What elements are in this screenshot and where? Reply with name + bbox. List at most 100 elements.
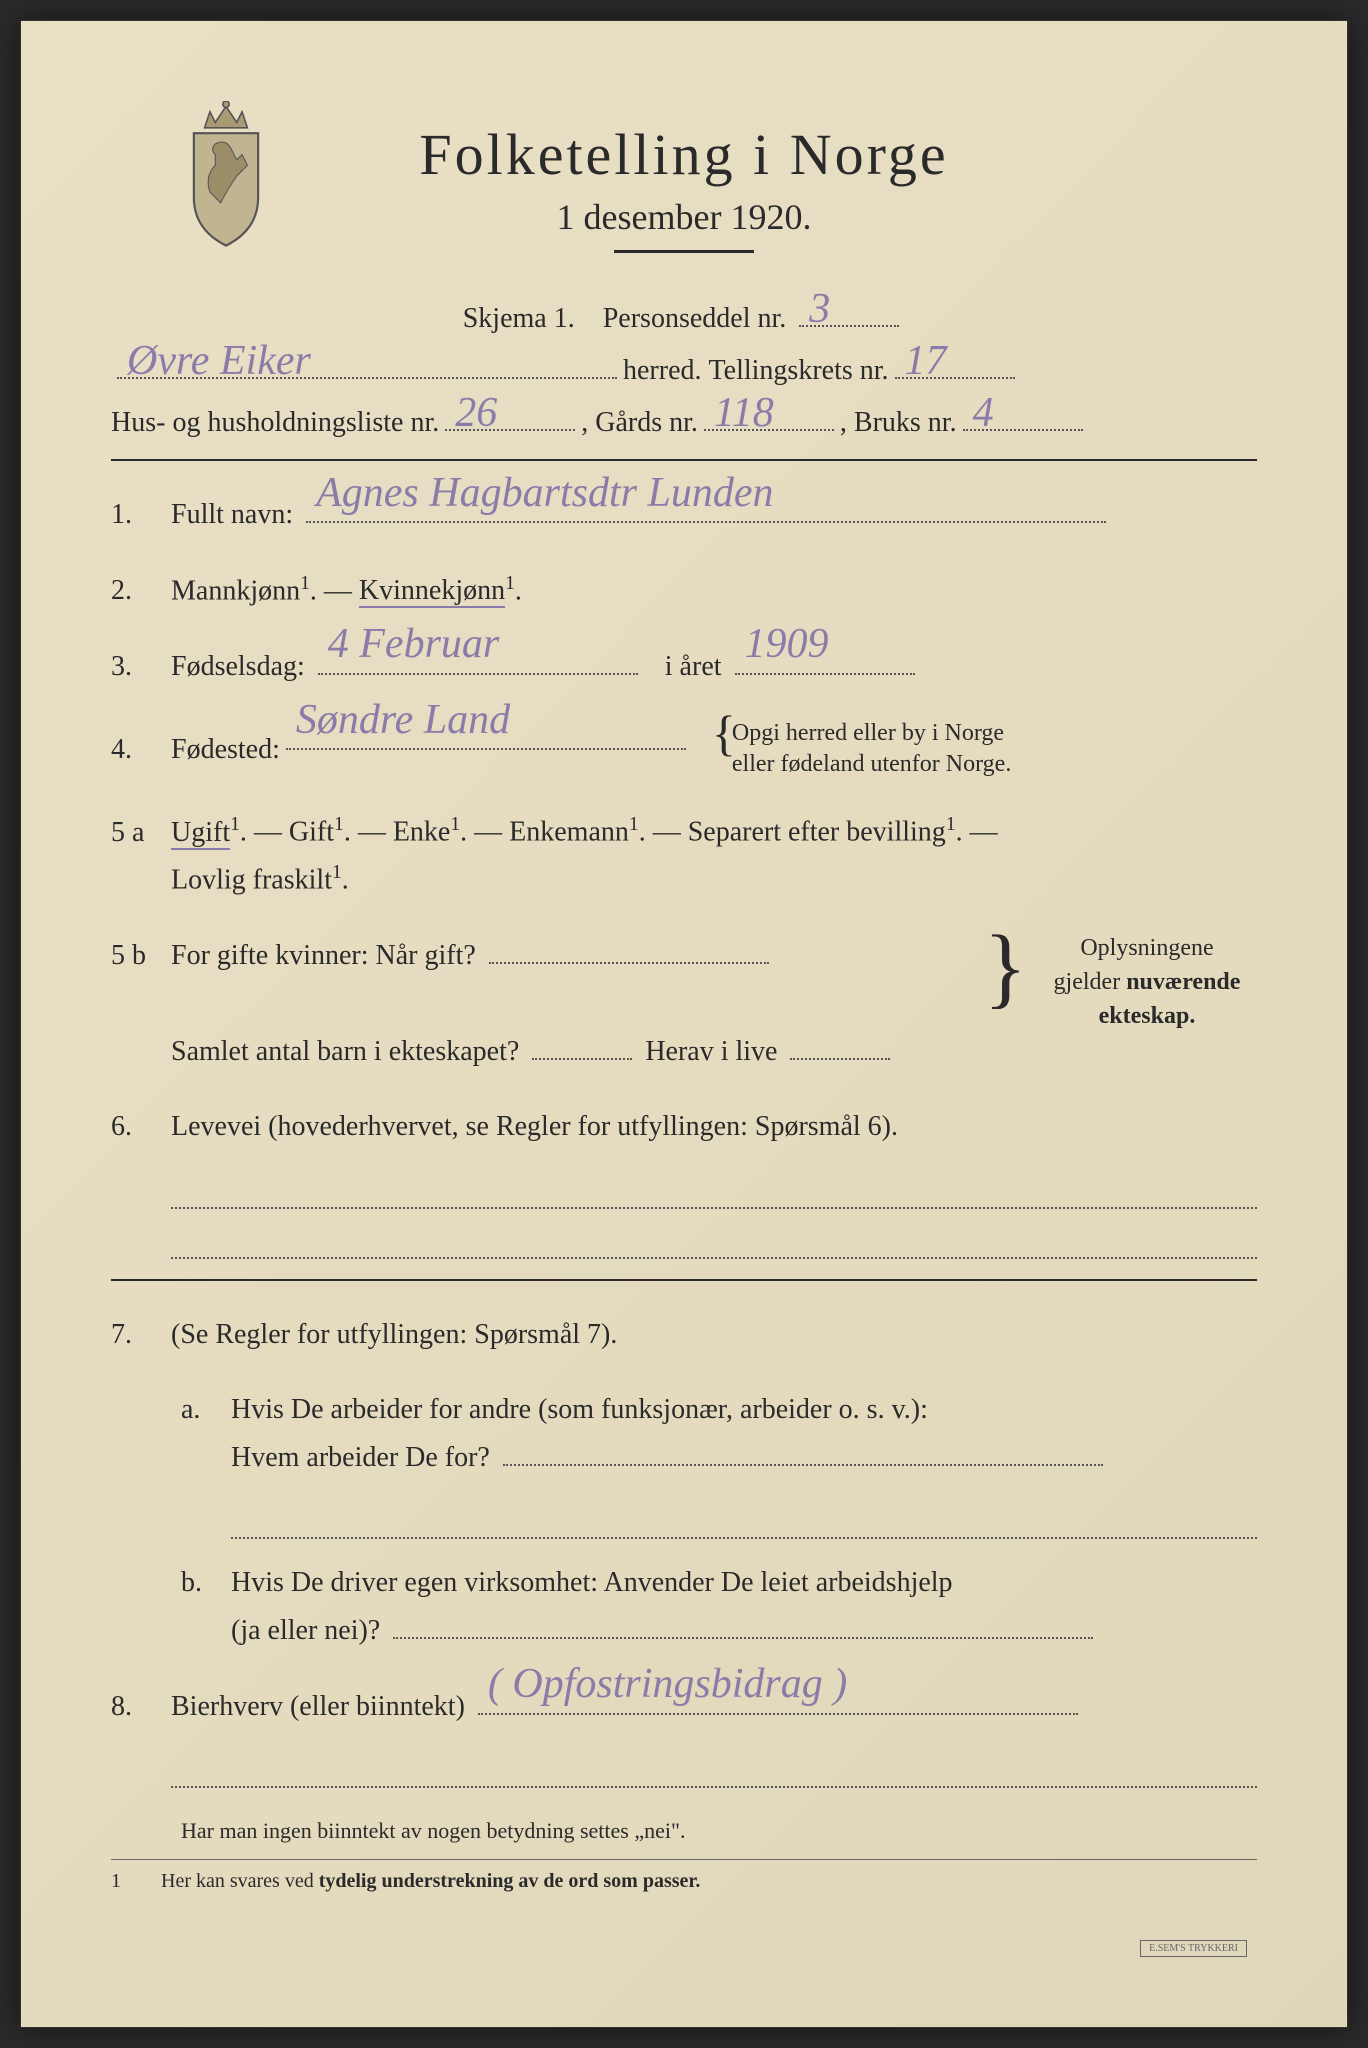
q2-num: 2. [111, 575, 171, 607]
question-7b: b. Hvis De driver egen virksomhet: Anven… [111, 1559, 1257, 1654]
q2-mann: Mannkjønn [171, 575, 300, 606]
document-header: Folketelling i Norge 1 desember 1920. [111, 121, 1257, 283]
q6-field-2 [171, 1229, 1257, 1259]
list-numbers-line: Hus- og husholdningsliste nr. 26 , Gårds… [111, 407, 1257, 439]
q5a-ugift: Ugift [171, 817, 230, 850]
q6-field-1 [171, 1179, 1257, 1209]
q5b-side3: ekteskap. [1099, 1003, 1196, 1029]
q5a-gift: Gift [289, 817, 334, 848]
gards-value: 118 [714, 389, 774, 437]
q4-field: Søndre Land [286, 748, 686, 750]
question-8: 8. Bierhverv (eller biinntekt) ( Opfostr… [111, 1683, 1257, 1731]
q7b-field [393, 1637, 1093, 1639]
q5b-body: For gifte kvinner: Når gift? Samlet anta… [171, 932, 1257, 1075]
q5b-side-text: Oplysningene gjelder nuværende ekteskap. [1037, 932, 1257, 1033]
divider-mid [111, 1279, 1257, 1281]
q5b-gift-field [489, 962, 769, 964]
q4-note-line2: eller fødeland utenfor Norge. [732, 751, 1011, 777]
footnote-bold: tydelig understrekning av de ord som pas… [319, 1870, 701, 1892]
brace-right-icon: } [984, 932, 1027, 1004]
census-form-document: Folketelling i Norge 1 desember 1920. Sk… [20, 20, 1348, 2028]
q5b-side2: gjelder [1054, 969, 1121, 995]
footnote-text1: Her kan svares ved [161, 1870, 319, 1892]
herred-label: herred. [623, 355, 702, 387]
personseddel-value: 3 [809, 285, 830, 333]
q3-label: Fødselsdag: [171, 651, 305, 682]
question-3: 3. Fødselsdag: 4 Februar i året 1909 [111, 643, 1257, 691]
q2-period1: . [310, 575, 317, 606]
gards-label: , Gårds nr. [581, 407, 698, 439]
title-block: Folketelling i Norge 1 desember 1920. [419, 121, 948, 283]
q7a-num: a. [181, 1394, 231, 1426]
q4-side-note: { Opgi herred eller by i Norge eller fød… [712, 718, 1011, 780]
herred-field: Øvre Eiker [117, 377, 617, 379]
question-7a: a. Hvis De arbeider for andre (som funks… [111, 1386, 1257, 1481]
gards-field: 118 [704, 429, 834, 431]
tellingskrets-label: Tellingskrets nr. [709, 355, 889, 387]
q3-year-value: 1909 [745, 609, 829, 680]
q5a-enke: Enke [393, 817, 451, 848]
subtitle: 1 desember 1920. [419, 196, 948, 238]
form-label: Skjema 1. [463, 303, 575, 334]
question-1: 1. Fullt navn: Agnes Hagbartsdtr Lunden [111, 491, 1257, 539]
q5b-label1: For gifte kvinner: Når gift? [171, 940, 476, 971]
q6-num: 6. [111, 1111, 171, 1143]
q7b-body: Hvis De driver egen virksomhet: Anvender… [231, 1559, 1257, 1654]
tellingskrets-value: 17 [905, 337, 947, 385]
personseddel-label: Personseddel nr. [603, 303, 787, 334]
q3-year-field: 1909 [735, 673, 915, 675]
q4-note-line1: Opgi herred eller by i Norge [732, 720, 1004, 746]
q5a-body: Ugift1. — Gift1. — Enke1. — Enkemann1. —… [171, 808, 1257, 904]
main-title: Folketelling i Norge [419, 121, 948, 188]
q5b-live-field [790, 1058, 890, 1060]
q7-num: 7. [111, 1319, 171, 1351]
q1-value: Agnes Hagbartsdtr Lunden [316, 458, 773, 529]
q3-num: 3. [111, 651, 171, 683]
q5b-barn-field [532, 1058, 632, 1060]
q8-field: ( Opfostringsbidrag ) [478, 1713, 1078, 1715]
q2-kvinne: Kvinnekjønn [359, 575, 505, 608]
footnote-num: 1 [111, 1870, 161, 1893]
tellingskrets-field: 17 [895, 377, 1015, 379]
q8-num: 8. [111, 1691, 171, 1723]
q5b-label3: Herav i live [645, 1036, 777, 1067]
q7-label: (Se Regler for utfyllingen: Spørsmål 7). [171, 1311, 1257, 1359]
husliste-label: Hus- og husholdningsliste nr. [111, 407, 439, 439]
q5a-fraskilt: Lovlig fraskilt [171, 865, 332, 896]
q7b-line1: Hvis De driver egen virksomhet: Anvender… [231, 1567, 953, 1598]
q5a-separert: Separert efter bevilling [688, 817, 946, 848]
footer-line: Har man ingen biinntekt av nogen betydni… [111, 1818, 1257, 1844]
q5a-num: 5 a [111, 817, 171, 849]
q4-label: Fødested: [171, 726, 280, 774]
q2-sup2: 1 [505, 573, 515, 594]
q8-field-2 [171, 1758, 1257, 1788]
q5b-num: 5 b [111, 940, 171, 972]
form-meta-line: Skjema 1. Personseddel nr. 3 [111, 303, 1257, 335]
q1-body: Fullt navn: Agnes Hagbartsdtr Lunden [171, 491, 1257, 539]
footnote: 1 Her kan svares ved tydelig understrekn… [111, 1859, 1257, 1893]
question-5b: 5 b For gifte kvinner: Når gift? Samlet … [111, 932, 1257, 1075]
husliste-value: 26 [455, 389, 497, 437]
q7a-line2: Hvem arbeider De for? [231, 1442, 490, 1473]
brace-icon: { [712, 718, 736, 748]
q7a-line1: Hvis De arbeider for andre (som funksjon… [231, 1394, 928, 1425]
q5a-enkemann: Enkemann [509, 817, 629, 848]
q1-field: Agnes Hagbartsdtr Lunden [306, 521, 1106, 523]
q2-period2: . [515, 575, 522, 606]
q1-label: Fullt navn: [171, 499, 293, 530]
q5b-side1: Oplysningene [1080, 935, 1213, 961]
q2-sup1: 1 [300, 573, 310, 594]
q7b-line2: (ja eller nei)? [231, 1615, 380, 1646]
q7a-field [503, 1464, 1103, 1466]
question-7: 7. (Se Regler for utfyllingen: Spørsmål … [111, 1311, 1257, 1359]
q4-value: Søndre Land [296, 685, 510, 756]
q8-value: ( Opfostringsbidrag ) [488, 1649, 847, 1720]
q1-num: 1. [111, 499, 171, 531]
q3-day-field: 4 Februar [318, 673, 638, 675]
question-4: 4. Fødested: Søndre Land { Opgi herred e… [111, 718, 1257, 780]
husliste-field: 26 [445, 429, 575, 431]
q5b-label2: Samlet antal barn i ekteskapet? [171, 1036, 519, 1067]
title-underline [614, 250, 754, 253]
q4-num: 4. [111, 734, 171, 766]
bruks-field: 4 [963, 429, 1083, 431]
